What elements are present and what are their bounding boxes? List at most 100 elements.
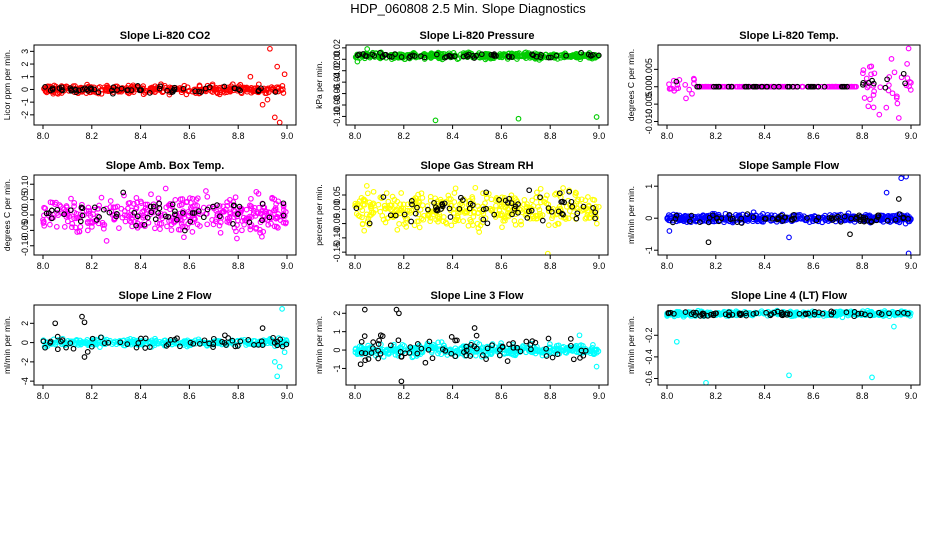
x-tick-label: 8.6 [807,131,820,141]
data-point [496,197,502,203]
data-point [572,192,579,198]
plot-frame [657,174,921,256]
y-axis-label: degrees C per min. [2,179,12,251]
data-point [379,54,386,60]
data-point [415,211,422,218]
data-point [200,214,207,221]
outlier-point [883,189,890,196]
data-point [828,308,835,315]
data-point [165,341,172,348]
data-point [182,227,188,234]
data-point [889,90,896,97]
data-point [906,83,912,90]
data-point [157,210,164,217]
data-point [392,208,398,215]
data-point [282,220,289,227]
outlier-point [544,250,551,255]
data-point [428,51,435,58]
data-point [128,219,134,225]
data-point [100,225,107,232]
data-point [155,195,162,202]
data-point [241,84,247,91]
data-point [860,310,867,317]
data-point [505,53,512,60]
data-point [875,214,881,220]
data-point [811,308,818,315]
data-point [84,219,91,225]
data-point [510,350,516,356]
data-point [564,348,571,354]
data-point [529,51,535,58]
data-point [142,201,149,208]
data-point [204,221,211,228]
data-point [355,54,361,61]
data-point [812,213,819,220]
data-point [435,54,441,60]
data-point [416,199,423,206]
panel-8: Slope Line 3 Flow 8.0 8.2 8.4 8.6 8.8 9.0 -1 0 1 2… [314,290,609,401]
data-point [560,211,566,218]
data-point [162,213,169,220]
x-tick-label: 8.8 [856,391,869,401]
data-point [514,344,520,351]
data-point [174,216,180,223]
data-point [357,361,364,368]
data-point [566,188,573,195]
outlier-point [281,349,288,356]
data-point [860,67,867,73]
panel-5: Slope Gas Stream RH 8.0 8.2 8.4 8.6 8.8 9.0 -0.… [314,160,609,271]
point-layer [40,185,289,244]
data-point [860,81,866,88]
data-point [416,224,423,231]
data-point [47,199,54,206]
data-point [454,337,460,344]
data-point [380,194,387,200]
data-point [580,203,587,210]
x-tick-label: 8.8 [856,261,869,271]
x-tick-label: 8.4 [446,391,459,401]
data-point [127,340,134,346]
data-point [375,201,382,208]
outlier-point [869,374,875,381]
data-point [397,207,404,214]
data-point [409,201,415,208]
data-point [900,70,907,77]
data-point [545,54,552,61]
outlier-point [276,363,283,370]
data-point [467,216,473,223]
data-point [750,311,757,317]
data-point [567,336,574,342]
data-point [76,228,83,235]
data-point [569,203,576,210]
data-point [895,216,901,223]
x-tick-label: 8.4 [758,391,771,401]
y-tick-label: 0.10 [20,175,30,193]
data-point [114,87,120,93]
data-point [743,310,749,316]
y-tick-label: 1 [20,74,30,79]
data-point [483,195,490,201]
data-point [133,344,140,351]
data-point [553,52,560,59]
data-point [813,217,820,224]
data-point [280,203,287,210]
data-point [273,201,279,207]
data-point [484,220,491,227]
data-point [524,201,530,207]
data-point [40,218,47,225]
data-point [117,339,124,346]
data-point [867,312,873,319]
data-point [513,51,520,57]
x-tick-label: 9.0 [593,261,606,271]
data-point [476,229,483,235]
data-point [851,309,858,315]
plot-frame [345,174,609,256]
y-tick-label: 0.00 [20,206,30,224]
y-axis-label: ml/min per min. [626,186,636,244]
data-point [365,349,372,356]
data-point [715,83,722,90]
y-axis-label: degrees C per min. [626,49,636,121]
data-point [391,341,397,348]
data-point [454,214,461,221]
data-point [414,350,421,357]
